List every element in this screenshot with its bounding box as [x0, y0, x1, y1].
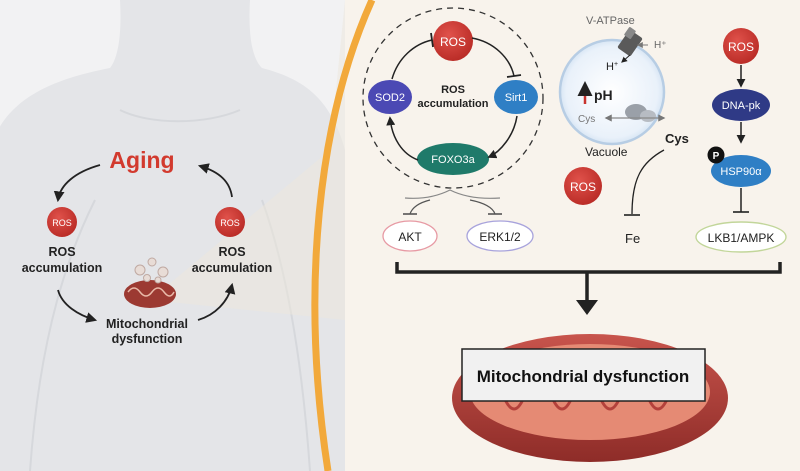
- inhibit-sod2-to-ros: [391, 39, 433, 80]
- ros-node-dnapk: [723, 28, 759, 64]
- sirt1-label: Sirt1: [505, 92, 528, 104]
- inhibit-ros-to-sirt1: [471, 37, 515, 77]
- erk-label: ERK1/2: [479, 230, 521, 244]
- lkb1-ampk-node: [695, 221, 787, 253]
- loop-center-line1: ROS: [441, 84, 465, 96]
- foxo3a-node: [417, 143, 489, 175]
- fe-label: Fe: [625, 231, 640, 246]
- human-silhouette: [0, 0, 345, 471]
- dna-pk-label: DNA-pk: [722, 100, 761, 112]
- inhibit-cys-to-fe: [631, 149, 665, 215]
- outcome-label-box: [461, 348, 706, 402]
- phospho-badge: [707, 146, 725, 164]
- inhibit-to-akt: [409, 199, 431, 215]
- outcome-label: Mitochondrial dysfunction: [477, 367, 690, 386]
- arrow-h-inner: [621, 54, 631, 63]
- ros-node-loop-label: ROS: [440, 35, 466, 49]
- brace: [404, 189, 501, 199]
- cys-inner-label: Cys: [578, 114, 595, 125]
- ros-accum-left-line2: accumulation: [22, 261, 103, 275]
- inhibit-bar: [506, 74, 522, 78]
- ros-accum-left-line1: ROS: [48, 245, 75, 259]
- h-plus-outer: H⁺: [654, 40, 667, 51]
- ros-node-loop: [433, 21, 473, 61]
- silhouette-contour: [29, 199, 96, 471]
- ros-accum-right-line1: ROS: [218, 245, 245, 259]
- arrow-ros-to-mito: [57, 289, 98, 323]
- ros-node-vacuole: [564, 167, 602, 205]
- orange-arc-divider: [311, 0, 376, 471]
- ros-badge-right: [215, 207, 245, 237]
- akt-label: AKT: [398, 230, 422, 244]
- dna-pk-node: [712, 89, 770, 121]
- inhibit-bar: [430, 32, 434, 48]
- aging-title: Aging: [109, 147, 174, 173]
- mito-label-line2: dysfunction: [112, 332, 183, 346]
- arrow-ros-right-to-aging: [197, 163, 233, 198]
- ros-node-vacuole-label: ROS: [570, 180, 596, 194]
- light-beam: [150, 0, 345, 320]
- sirt1-node: [494, 80, 538, 114]
- akt-node: [382, 220, 438, 252]
- sod2-node: [368, 80, 412, 114]
- v-atpase-label: V-ATPase: [586, 15, 635, 27]
- v-atpase-pump-icon: [617, 27, 643, 56]
- inhibit-to-erk: [469, 199, 496, 215]
- sod2-label: SOD2: [375, 92, 405, 104]
- arrow-aging-to-ros-left: [53, 164, 101, 203]
- ros-badge-left-label: ROS: [52, 218, 72, 228]
- lkb1-ampk-label: LKB1/AMPK: [708, 231, 775, 245]
- ros-node-dnapk-label: ROS: [728, 40, 754, 54]
- ros-badge-left: [47, 207, 77, 237]
- ph-label: pH: [594, 87, 613, 103]
- hsp90-node: [711, 155, 771, 187]
- convergence-arrow-head: [576, 300, 598, 315]
- cys-outer-label: Cys: [665, 131, 689, 146]
- ros-badge-right-label: ROS: [220, 218, 240, 228]
- arrow-sirt1-to-foxo3a: [487, 115, 518, 159]
- erk-node: [466, 220, 534, 252]
- arrow-foxo3a-to-sod2: [386, 116, 419, 161]
- foxo3a-label: FOXO3a: [431, 154, 475, 166]
- hsp90-label: HSP90α: [720, 166, 762, 178]
- collarbone-contour: [119, 109, 241, 123]
- ros-accum-right-line2: accumulation: [192, 261, 273, 275]
- arrow-mito-to-ros: [197, 282, 236, 321]
- vacuole-label: Vacuole: [585, 145, 628, 159]
- sirt-loop-dashed-boundary: [362, 7, 544, 189]
- mito-label-line1: Mitochondrial: [106, 317, 188, 331]
- h-plus-inner: H+: [606, 61, 618, 73]
- phospho-label: P: [713, 151, 720, 162]
- loop-center-line2: accumulation: [418, 98, 489, 110]
- damaged-mitochondrion-icon: [124, 257, 176, 308]
